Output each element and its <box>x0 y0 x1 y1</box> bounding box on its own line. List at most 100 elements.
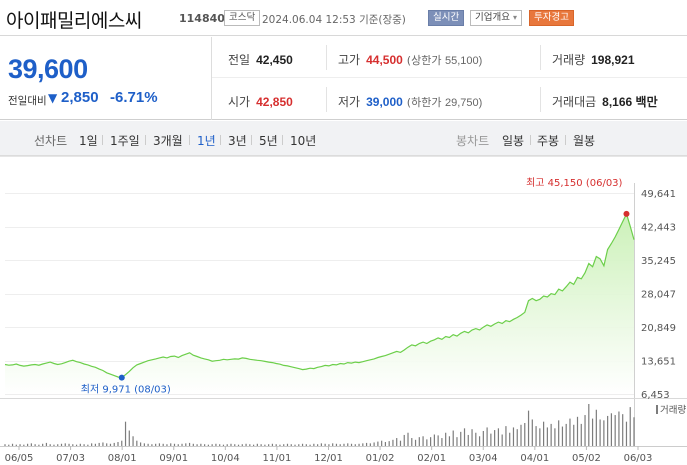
stat-value: 44,500 <box>366 53 403 67</box>
tab-1w[interactable]: 1주일 <box>110 134 140 148</box>
volume-bar <box>79 443 81 446</box>
volume-bar <box>509 432 511 446</box>
volume-bar <box>403 434 405 446</box>
volume-bar <box>215 443 217 446</box>
x-tick-label: 01/02 <box>366 453 395 464</box>
tab-1d[interactable]: 1일 <box>79 134 98 148</box>
x-tick-label: 02/01 <box>417 453 446 464</box>
volume-bar <box>384 442 387 446</box>
volume-bar <box>328 444 330 446</box>
tab-separator <box>145 135 146 145</box>
volume-bar <box>264 444 266 446</box>
realtime-button[interactable]: 실시간 <box>428 10 465 26</box>
volume-bar <box>87 444 89 446</box>
volume-bar <box>170 443 172 446</box>
stat-value: 8,166 백만 <box>602 95 658 109</box>
column-divider <box>540 87 541 112</box>
volume-bar <box>505 426 507 446</box>
volume-bar <box>527 410 530 446</box>
volume-bar <box>580 423 582 446</box>
volume-bar <box>241 444 243 446</box>
volume-bar <box>275 444 277 446</box>
volume-bar <box>313 443 315 446</box>
stat-value: 198,921 <box>591 53 635 67</box>
volume-bar <box>98 442 100 446</box>
stat-low: 저가 39,000 (하한가 29,750) <box>338 93 482 110</box>
volume-bar <box>237 444 240 446</box>
volume-bar <box>4 444 6 446</box>
volume-bar <box>57 444 59 446</box>
tab-daily[interactable]: 일봉 <box>502 134 525 148</box>
stat-label: 거래대금 <box>552 95 597 109</box>
volume-bar <box>290 444 292 446</box>
x-tick-label: 03/04 <box>469 453 498 464</box>
stat-label: 저가 <box>338 95 361 109</box>
tab-10y[interactable]: 10년 <box>290 134 317 148</box>
volume-bar <box>207 444 209 446</box>
volume-bar <box>561 426 564 446</box>
volume-bar <box>49 444 51 446</box>
volume-bar <box>576 416 579 446</box>
tab-separator <box>251 135 252 145</box>
volume-legend-swatch <box>656 405 658 414</box>
company-overview-dropdown[interactable]: 기업개요 ▾ <box>470 10 523 26</box>
volume-bar <box>362 443 364 446</box>
low-marker <box>118 374 125 381</box>
volume-bar <box>603 420 605 446</box>
x-tick-label: 04/01 <box>520 453 549 464</box>
volume-bar <box>53 444 55 446</box>
tab-1y[interactable]: 1년 <box>197 134 216 148</box>
stock-code: 114840 <box>179 12 225 25</box>
tab-separator <box>189 135 190 145</box>
volume-bar <box>565 423 567 446</box>
volume-bar <box>339 444 341 446</box>
tab-separator <box>282 135 283 145</box>
volume-bar <box>463 428 466 446</box>
stats-grid: 전일 42,450 고가 44,500 (상한가 55,100) 거래량 198,921… <box>212 37 687 120</box>
tab-5y[interactable]: 5년 <box>259 134 278 148</box>
volume-bar <box>399 440 402 446</box>
tab-weekly[interactable]: 주봉 <box>537 134 560 148</box>
tab-3m[interactable]: 3개월 <box>153 134 183 148</box>
volume-bar <box>535 426 537 446</box>
volume-bar <box>478 436 481 446</box>
x-tick-label: 10/04 <box>211 453 240 464</box>
volume-bar <box>625 421 628 446</box>
volume-bar <box>83 444 85 446</box>
price-summary: 39,600 전일대비 ▼ 2,850 -6.71% 전일 42,450 고가 44… <box>0 37 687 120</box>
volume-bar <box>633 417 635 446</box>
volume-bar <box>192 443 194 446</box>
stat-prev-close: 전일 42,450 <box>228 51 293 68</box>
change-percent: -6.71% <box>110 89 158 106</box>
volume-bar <box>452 430 454 446</box>
volume-bar <box>595 409 597 446</box>
stat-label: 시가 <box>228 95 251 109</box>
volume-bar <box>607 415 609 446</box>
tab-3y[interactable]: 3년 <box>228 134 247 148</box>
quote-datetime: 2024.06.04 12:53 기준(장중) <box>262 12 406 27</box>
volume-bar <box>411 438 413 446</box>
volume-bar <box>441 438 443 446</box>
volume-bar <box>512 427 515 446</box>
stat-high: 고가 44,500 (상한가 55,100) <box>338 51 482 68</box>
volume-bar <box>173 443 176 446</box>
volume-bar <box>94 443 96 446</box>
volume-bar <box>569 418 571 446</box>
price-chart-svg: 최고 45,150 (06/03) 최저 9,971 (08/03) 49,641… <box>0 156 687 464</box>
volume-bar <box>260 444 262 446</box>
tab-monthly[interactable]: 월봉 <box>573 134 596 148</box>
tab-separator <box>530 135 531 145</box>
change-label: 전일대비 <box>8 95 47 107</box>
volume-bar <box>588 404 590 446</box>
volume-bar <box>298 444 300 446</box>
volume-bar <box>433 434 435 446</box>
y-tick-label: 49,641 <box>641 189 676 200</box>
y-tick-label: 42,443 <box>641 223 676 234</box>
volume-bar <box>309 444 311 446</box>
volume-bar <box>117 442 119 446</box>
volume-bar <box>139 442 142 446</box>
company-overview-label: 기업개요 <box>475 12 510 23</box>
volume-bar <box>185 443 187 446</box>
volume-bar <box>200 443 202 446</box>
volume-bar <box>286 443 289 446</box>
